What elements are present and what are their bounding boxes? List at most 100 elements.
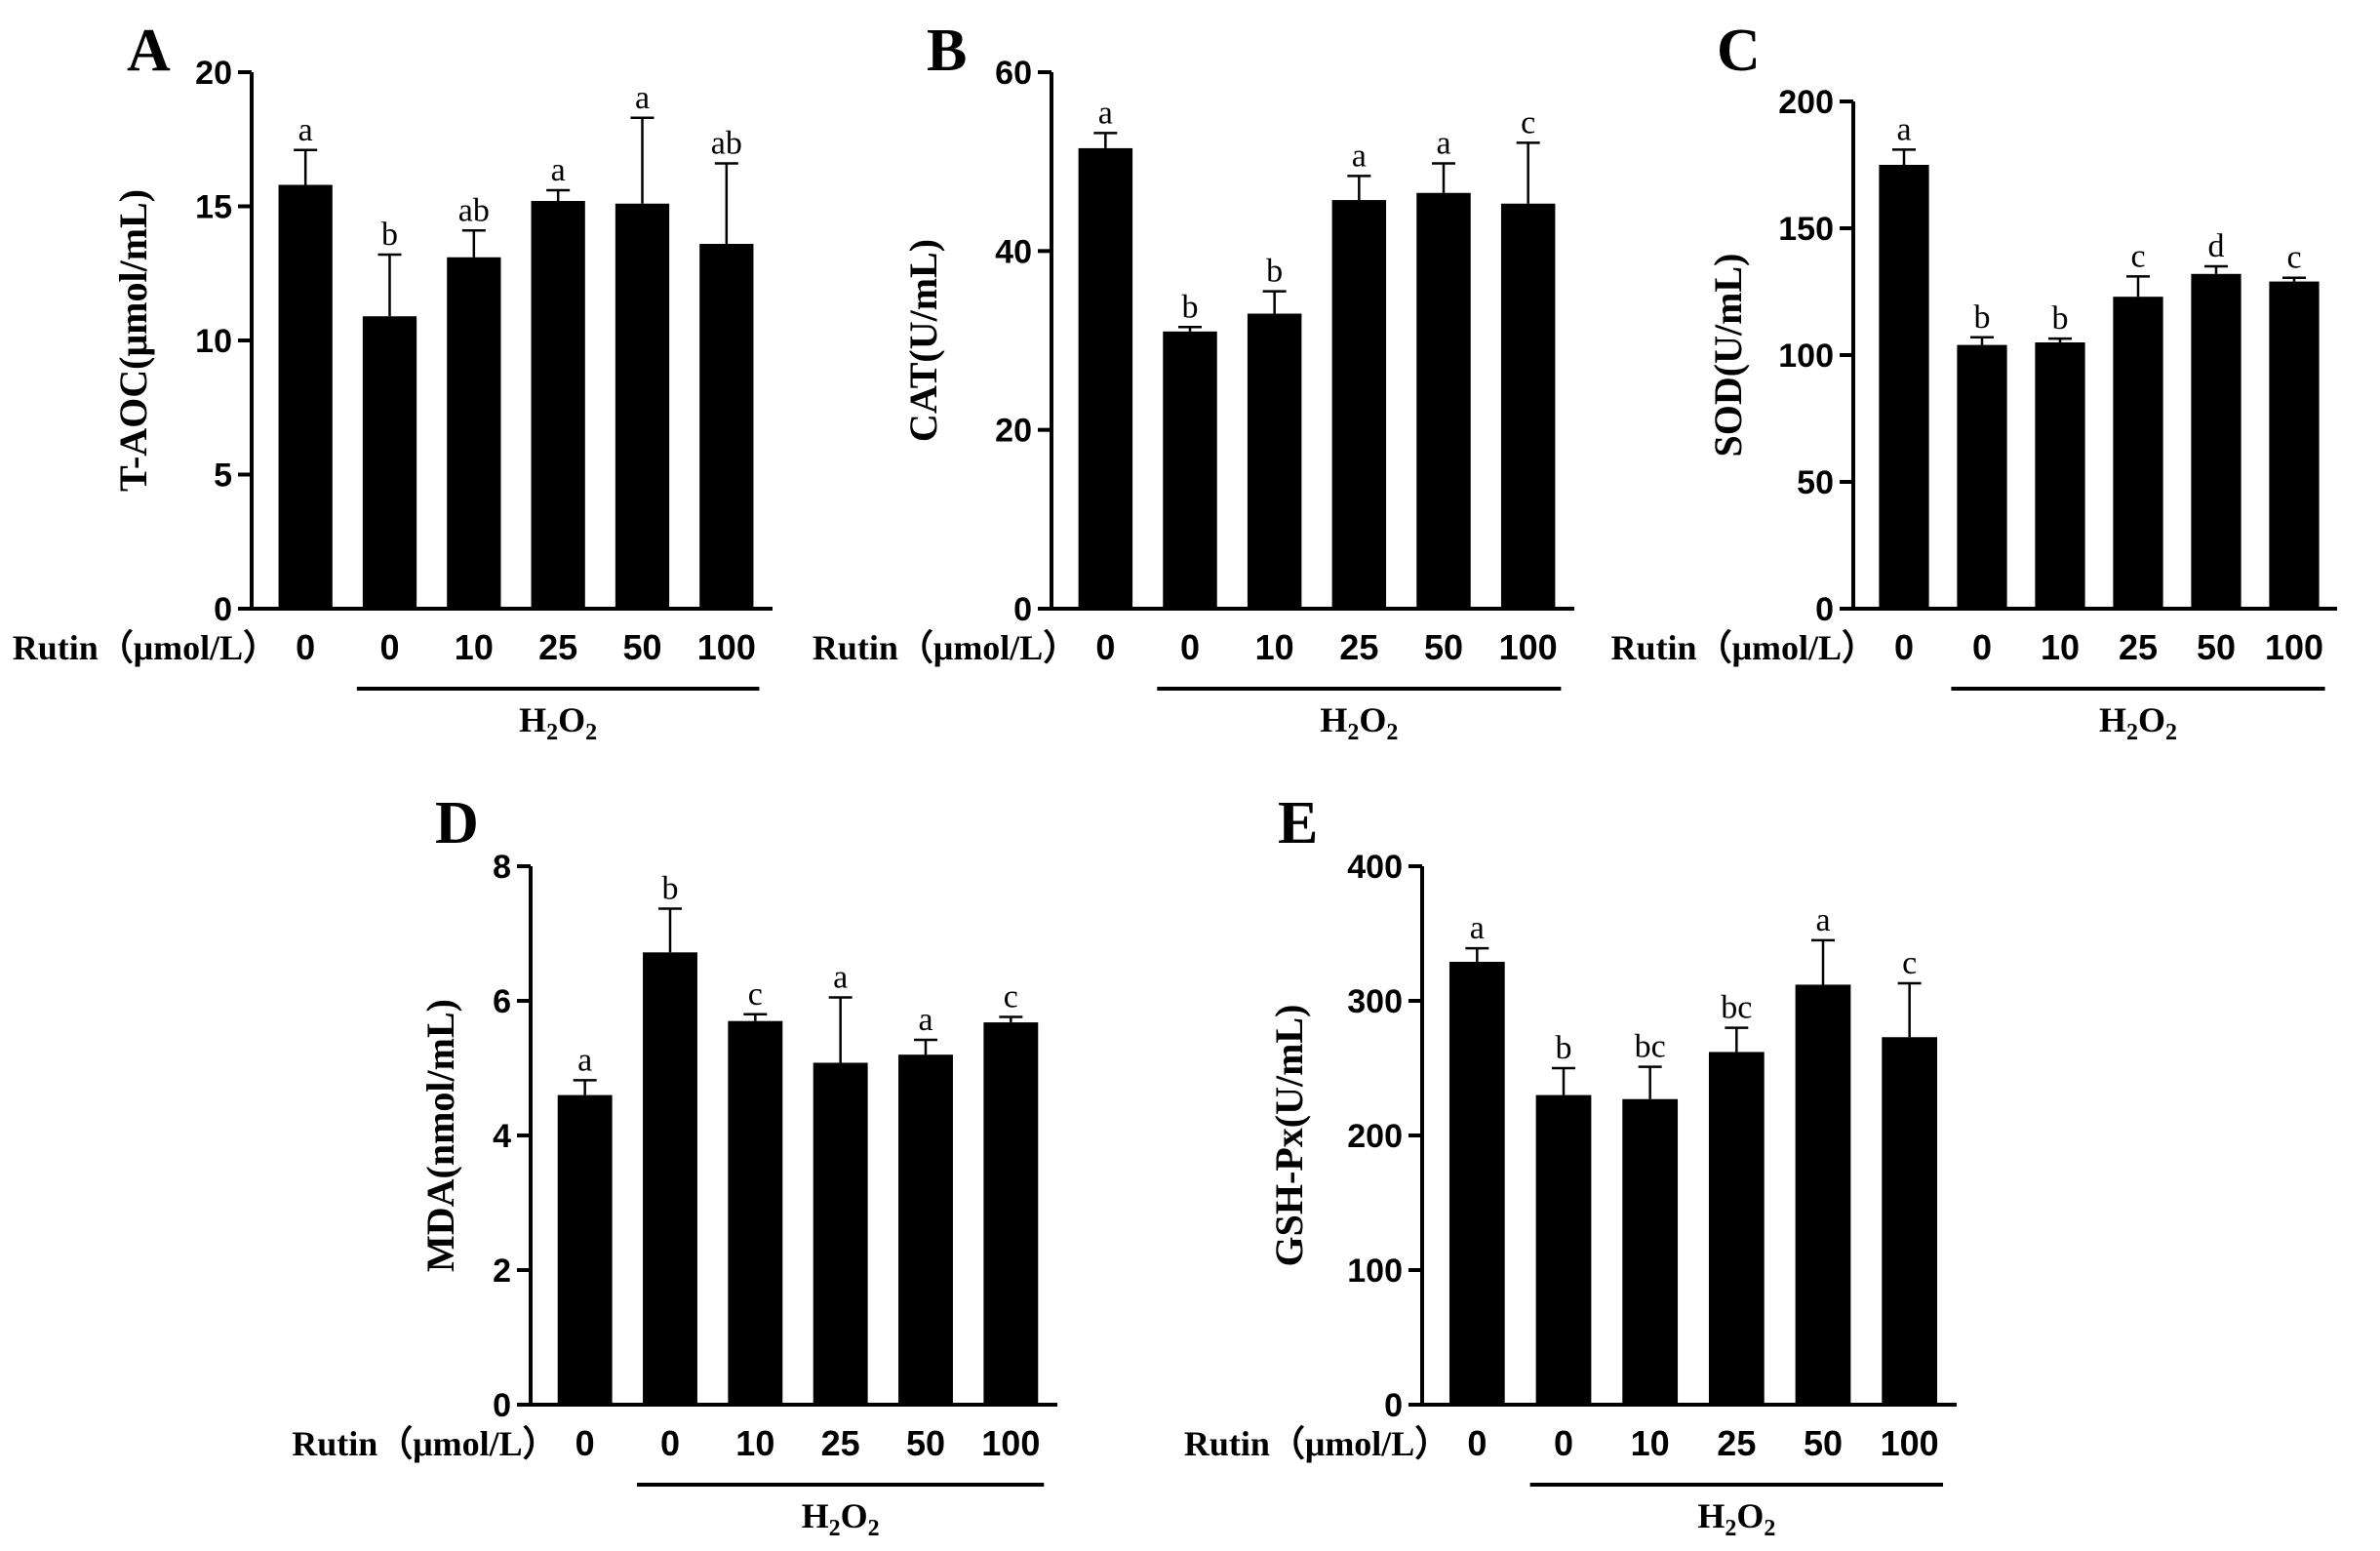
group-label-part-e-3: 2 — [1764, 1516, 1775, 1541]
group-label-a: H2O2 — [519, 700, 597, 745]
group-label-part-c-0: H — [2099, 700, 2126, 739]
bar-d-2 — [728, 1020, 783, 1405]
group-label-part-e-0: H — [1697, 1496, 1725, 1535]
bar-c-2 — [2035, 342, 2085, 609]
bar-c-0 — [1879, 165, 1929, 609]
bar-b-3 — [1331, 200, 1387, 610]
x-tick-label-e-0: 0 — [1467, 1423, 1487, 1463]
significance-d-1: b — [662, 870, 679, 906]
panel-a: A 0 5 10 15 20 T-AOC(μmol/mL) a 0 b 0 ab 10 a 25 a 50 ab 1… — [13, 18, 773, 745]
y-tick-label-d-1: 2 — [493, 1253, 511, 1290]
group-label-part-d-1: 2 — [829, 1516, 841, 1541]
y-axis-title-c: SOD(U/mL) — [1706, 254, 1750, 457]
bar-b-4 — [1416, 192, 1471, 609]
significance-d-3: a — [833, 960, 848, 996]
x-tick-label-a-1: 0 — [379, 627, 399, 667]
group-label-part-b-1: 2 — [1347, 720, 1359, 745]
bar-b-1 — [1163, 331, 1217, 609]
x-tick-label-a-5: 100 — [697, 627, 756, 667]
y-axis-title-e: GSH-Px(U/mL) — [1267, 1005, 1311, 1267]
y-tick-label-e-0: 0 — [1384, 1387, 1403, 1424]
bar-e-2 — [1622, 1098, 1679, 1405]
x-tick-label-d-0: 0 — [575, 1423, 595, 1463]
x-tick-label-e-2: 10 — [1631, 1423, 1670, 1463]
significance-d-2: c — [748, 976, 763, 1013]
y-axis-title-b: CAT(U/mL) — [901, 239, 945, 442]
y-tick-label-d-0: 0 — [493, 1387, 511, 1424]
y-axis-title-d: MDA(nmol/mL) — [418, 999, 462, 1272]
group-label-part-d-3: 2 — [868, 1516, 880, 1541]
x-tick-label-e-4: 50 — [1804, 1423, 1843, 1463]
group-label-part-d-2: O — [841, 1496, 868, 1535]
x-tick-label-e-1: 0 — [1554, 1423, 1573, 1463]
y-tick-label-d-4: 8 — [493, 849, 511, 886]
y-tick-label-e-1: 100 — [1347, 1253, 1403, 1290]
x-row-label-b: Rutin（μmol/L） — [813, 628, 1078, 667]
x-tick-label-b-3: 25 — [1339, 627, 1378, 667]
bar-b-5 — [1500, 203, 1556, 609]
x-tick-label-c-2: 10 — [2041, 627, 2080, 667]
bar-e-0 — [1448, 961, 1505, 1405]
x-row-label-d: Rutin（μmol/L） — [292, 1424, 557, 1463]
significance-d-4: a — [918, 1002, 932, 1038]
bar-a-3 — [531, 201, 585, 609]
bar-b-2 — [1247, 313, 1302, 609]
significance-b-1: b — [1182, 289, 1199, 325]
y-tick-label-b-3: 60 — [995, 55, 1032, 92]
group-label-part-a-1: 2 — [546, 720, 558, 745]
group-label-part-c-1: 2 — [2126, 720, 2138, 745]
group-label-part-b-3: 2 — [1386, 720, 1398, 745]
x-tick-label-d-2: 10 — [735, 1423, 774, 1463]
significance-a-1: b — [381, 217, 398, 253]
y-tick-label-e-3: 300 — [1347, 983, 1403, 1020]
bar-a-2 — [447, 257, 501, 609]
group-label-e: H2O2 — [1697, 1496, 1775, 1541]
bar-d-5 — [983, 1022, 1039, 1405]
y-tick-label-b-1: 20 — [995, 413, 1032, 450]
group-label-c: H2O2 — [2099, 700, 2177, 745]
significance-c-5: c — [2286, 240, 2301, 276]
x-row-label-c: Rutin（μmol/L） — [1611, 628, 1877, 667]
panel-c: C 0 50 100 150 200 SOD(U/mL) a 0 b 0 b 10 c 25 d 50 c 100 R… — [1611, 18, 2337, 745]
significance-c-4: d — [2208, 228, 2225, 264]
bar-c-3 — [2113, 297, 2163, 609]
x-tick-label-c-0: 0 — [1894, 627, 1914, 667]
y-tick-label-c-2: 100 — [1778, 338, 1834, 375]
significance-b-2: b — [1266, 254, 1283, 290]
y-tick-label-e-4: 400 — [1347, 849, 1403, 886]
x-tick-label-e-5: 100 — [1881, 1423, 1939, 1463]
y-tick-label-c-4: 200 — [1778, 84, 1834, 121]
bar-d-1 — [643, 952, 697, 1405]
bar-d-4 — [898, 1054, 953, 1405]
significance-e-2: bc — [1635, 1029, 1666, 1065]
significance-a-3: a — [551, 152, 566, 188]
y-tick-label-c-0: 0 — [1815, 591, 1834, 628]
panel-letter-e: E — [1278, 790, 1318, 856]
x-row-label-e: Rutin（μmol/L） — [1184, 1424, 1449, 1463]
x-tick-label-a-4: 50 — [622, 627, 661, 667]
y-tick-label-d-3: 6 — [493, 983, 511, 1020]
y-tick-label-a-2: 10 — [195, 323, 232, 360]
y-tick-label-e-2: 200 — [1347, 1118, 1403, 1155]
y-tick-label-d-2: 4 — [493, 1118, 511, 1155]
group-label-d: H2O2 — [802, 1496, 880, 1541]
x-tick-label-e-3: 25 — [1717, 1423, 1756, 1463]
group-label-part-c-2: O — [2138, 700, 2165, 739]
panel-d: D 0 2 4 6 8 MDA(nmol/mL) a 0 b 0 c 10 a 25 a 50 c 100 Rutin… — [292, 790, 1057, 1541]
bar-a-0 — [278, 184, 333, 609]
significance-e-5: c — [1902, 945, 1917, 981]
y-tick-label-a-1: 5 — [214, 457, 232, 495]
group-label-part-e-2: O — [1736, 1496, 1764, 1535]
group-label-part-c-3: 2 — [2165, 720, 2177, 745]
x-tick-label-a-0: 0 — [296, 627, 315, 667]
group-label-b: H2O2 — [1320, 700, 1398, 745]
group-label-part-a-0: H — [519, 700, 546, 739]
panel-letter-d: D — [435, 790, 479, 856]
panel-letter-a: A — [127, 18, 171, 84]
panel-letter-c: C — [1717, 18, 1761, 84]
significance-b-3: a — [1352, 138, 1367, 174]
significance-b-5: c — [1521, 104, 1535, 140]
significance-a-4: a — [635, 80, 650, 116]
significance-d-5: c — [1004, 979, 1018, 1015]
